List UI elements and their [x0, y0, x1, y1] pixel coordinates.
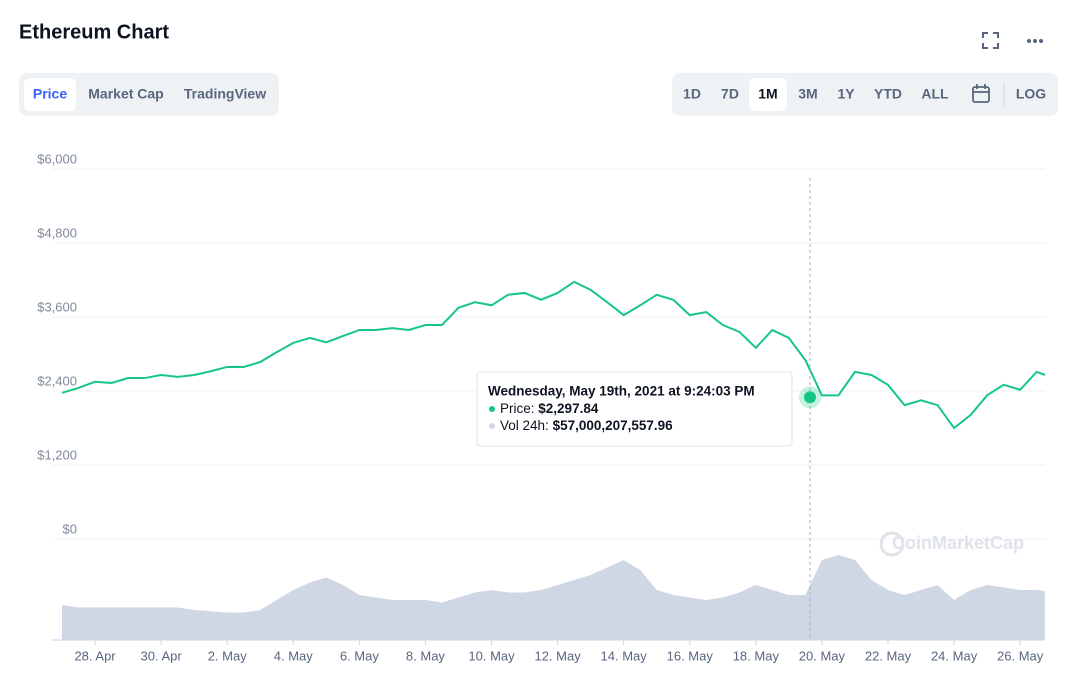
range-button[interactable]: 1Y — [837, 86, 855, 102]
x-tick-label: 30. Apr — [141, 648, 183, 663]
tooltip-label: Vol 24h: — [500, 418, 549, 433]
watermark-logo — [879, 531, 905, 557]
tooltip-title: Wednesday, May 19th, 2021 at 9:24:03 PM — [488, 384, 755, 399]
x-tick-label: 14. May — [601, 648, 648, 663]
tab[interactable]: Market Cap — [88, 86, 163, 102]
range-button[interactable]: ALL — [921, 86, 949, 102]
range-button[interactable]: 1M — [758, 86, 777, 102]
chart-title: Ethereum Chart — [19, 21, 169, 43]
active-tab — [24, 78, 76, 111]
x-tick-label: 6. May — [340, 648, 380, 663]
x-tick-label: 16. May — [667, 648, 714, 663]
x-tick-label: 2. May — [208, 648, 248, 663]
y-tick-label: $4,800 — [37, 225, 77, 240]
fullscreen-icon[interactable] — [982, 32, 999, 49]
x-tick-label: 10. May — [468, 648, 515, 663]
tooltip-label: Price: — [500, 401, 535, 416]
x-tick-label: 28. Apr — [74, 648, 116, 663]
active-range — [749, 78, 787, 111]
range-button[interactable]: 3M — [798, 86, 817, 102]
more-icon[interactable] — [1027, 39, 1043, 43]
x-tick-label: 22. May — [865, 648, 912, 663]
volume-area — [62, 555, 1045, 640]
tooltip-row: Vol 24h: $57,000,207,557.96 — [500, 418, 673, 433]
x-tick-label: 18. May — [733, 648, 780, 663]
tooltip-row: Price: $2,297.84 — [500, 401, 599, 416]
range-button[interactable]: 7D — [721, 86, 739, 102]
log-button[interactable]: LOG — [1016, 86, 1046, 102]
y-tick-label: $3,600 — [37, 299, 77, 314]
y-tick-label: $2,400 — [37, 373, 77, 388]
tab-group — [19, 73, 279, 116]
calendar-icon[interactable] — [972, 84, 990, 103]
y-tick-label: $1,200 — [37, 447, 77, 462]
range-button[interactable]: YTD — [874, 86, 902, 102]
tooltip-box — [476, 371, 793, 447]
tooltip-value: $57,000,207,557.96 — [553, 418, 674, 433]
x-tick-label: 24. May — [931, 648, 978, 663]
x-tick-label: 8. May — [406, 648, 446, 663]
tooltip-dot — [489, 423, 495, 429]
x-tick-label: 26. May — [997, 648, 1044, 663]
watermark: CoinMarketCap — [892, 533, 1024, 553]
tab[interactable]: TradingView — [184, 86, 266, 102]
x-tick-label: 4. May — [274, 648, 314, 663]
price-line — [61, 280, 1045, 430]
range-button[interactable]: 1D — [683, 86, 701, 102]
tooltip-value: $2,297.84 — [538, 401, 599, 416]
tooltip-dot — [489, 406, 495, 412]
tab[interactable]: Price — [33, 86, 67, 102]
highlight-point — [804, 391, 816, 404]
y-tick-label: $0 — [63, 521, 77, 536]
x-tick-label: 12. May — [534, 648, 581, 663]
y-tick-label: $6,000 — [37, 151, 77, 166]
x-tick-label: 20. May — [799, 648, 846, 663]
